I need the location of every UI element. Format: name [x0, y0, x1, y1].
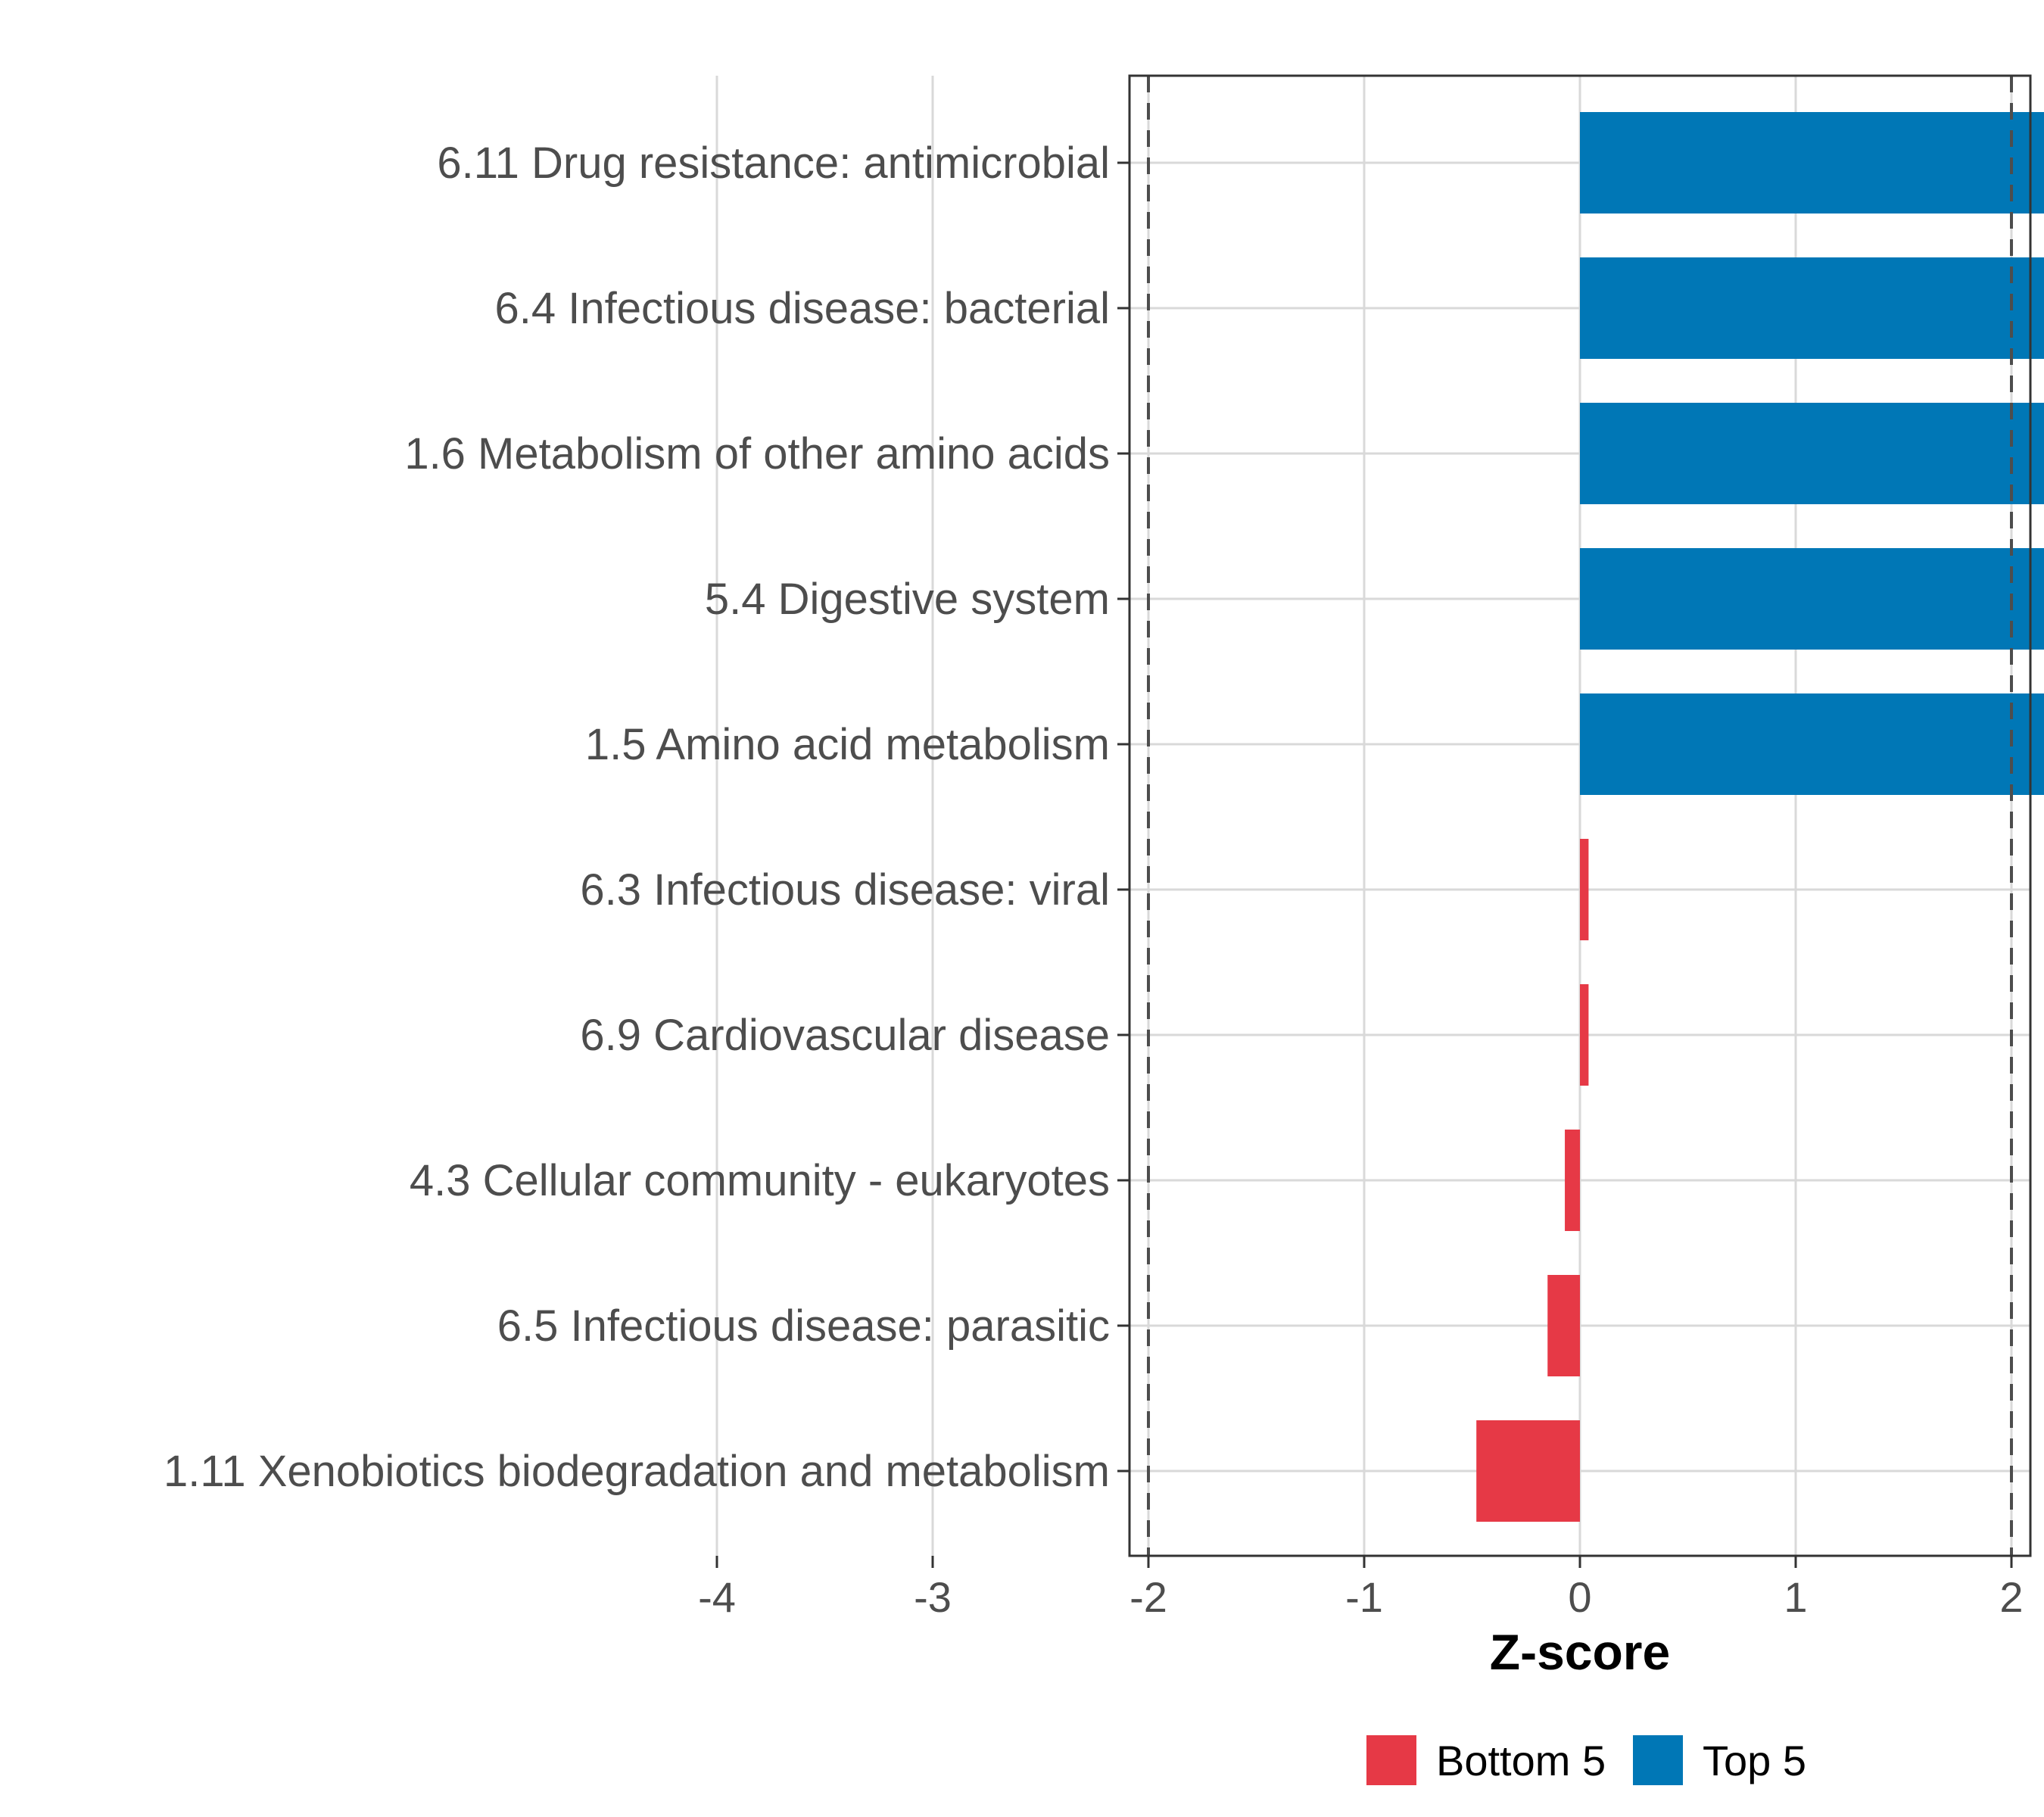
- category-label: 5.4 Digestive system: [705, 575, 1110, 624]
- category-label: 1.5 Amino acid metabolism: [585, 720, 1110, 769]
- x-tick-label: -2: [1129, 1573, 1167, 1621]
- bar: [1580, 548, 2044, 650]
- legend-label: Top 5: [1703, 1737, 1806, 1784]
- reference-lines: [1147, 76, 2013, 1556]
- category-label: 6.11 Drug resistance: antimicrobial: [437, 139, 1110, 188]
- bar: [1580, 984, 1589, 1086]
- category-label: 6.9 Cardiovascular disease: [580, 1011, 1110, 1060]
- x-axis-title: Z-score: [1490, 1624, 1670, 1680]
- bar: [1580, 112, 2044, 213]
- legend: Bottom 5 Top 5: [1366, 1735, 1806, 1785]
- bar: [1580, 839, 1589, 940]
- legend-key: [1633, 1735, 1683, 1785]
- x-tick-label: 0: [1568, 1573, 1591, 1621]
- bar: [1547, 1275, 1580, 1376]
- y-axis: 6.11 Drug resistance: antimicrobial 6.4 I…: [164, 139, 1129, 1496]
- legend-key: [1366, 1735, 1416, 1785]
- bars: [1476, 112, 2044, 1522]
- bar: [1476, 1420, 1580, 1522]
- legend-label: Bottom 5: [1436, 1737, 1606, 1784]
- category-label: 1.6 Metabolism of other amino acids: [404, 429, 1110, 478]
- bar: [1580, 693, 2044, 795]
- category-label: 6.4 Infectious disease: bacterial: [495, 284, 1110, 333]
- category-label: 4.3 Cellular community - eukaryotes: [410, 1156, 1110, 1205]
- bar: [1580, 403, 2044, 504]
- bar: [1565, 1130, 1580, 1231]
- category-label: 6.5 Infectious disease: parasitic: [497, 1301, 1110, 1351]
- x-tick-label: 2: [1999, 1573, 2023, 1621]
- x-tick-label: -4: [698, 1573, 736, 1621]
- x-tick-label: 1: [1784, 1573, 1807, 1621]
- x-tick-label: -3: [914, 1573, 952, 1621]
- x-tick-label: -1: [1345, 1573, 1383, 1621]
- x-axis: -4-3-2-101234: [698, 1556, 2024, 1621]
- category-label: 1.11 Xenobiotics biodegradation and meta…: [164, 1447, 1110, 1496]
- category-label: 6.3 Infectious disease: viral: [580, 865, 1110, 915]
- bar: [1580, 257, 2044, 359]
